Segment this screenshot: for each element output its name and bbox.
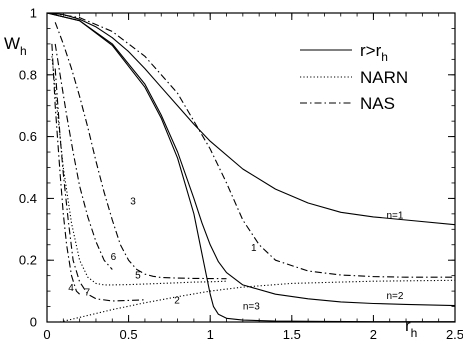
series-group (46, 12, 456, 323)
x-tick-label: 0 (43, 327, 50, 342)
x-tick-label: 1.5 (283, 327, 301, 342)
y-tick-label: 1 (30, 6, 37, 21)
curve-series-2 (59, 279, 456, 323)
legend-entry-label: NARN (360, 68, 408, 87)
y-axis-title: Wh (4, 34, 27, 58)
legend-entry-subscript: h (381, 50, 388, 64)
curve-series-n2 (46, 12, 456, 307)
legend-entry-label: r>rh (360, 41, 388, 64)
x-tick-label: 1 (207, 327, 214, 342)
curve-label: 5 (135, 271, 141, 282)
curve-series-1 (50, 12, 455, 278)
curve-series-6 (54, 43, 113, 270)
y-tick-label: 0.8 (19, 67, 37, 82)
x-tick-label: 2.5 (446, 327, 463, 342)
curve-label: 7 (85, 288, 91, 299)
curve-label: 6 (111, 252, 117, 263)
y-tick-label: 0 (30, 315, 37, 330)
x-tick-label: 2 (370, 327, 377, 342)
y-tick-label: 0.4 (19, 191, 37, 206)
curve-label: n=2 (386, 291, 403, 302)
curve-series-4 (51, 43, 80, 295)
curve-labels: n=1 n=2 n=3 1 2 3 4 5 6 7 (68, 197, 404, 313)
curve-series-7 (54, 68, 145, 302)
axis-ticks: 0 0.5 1 1.5 2 2.5 0 0.2 0.4 0.6 0.8 1 (19, 6, 463, 343)
curve-label: n=3 (243, 302, 260, 313)
x-axis-title: rh (405, 316, 417, 340)
plot-area (46, 12, 456, 323)
y-axis-title-subscript: h (20, 44, 27, 58)
legend-entry-label: NAS (360, 94, 395, 113)
plot-frame (46, 12, 456, 323)
curve-series-5 (51, 56, 227, 286)
legend: r>rh NARN NAS (300, 41, 408, 113)
curve-series-n3 (46, 12, 455, 323)
x-tick-label: 0.5 (120, 327, 138, 342)
curve-label: n=1 (386, 210, 403, 221)
curve-series-3 (54, 22, 227, 280)
curve-label: 3 (130, 197, 136, 208)
curve-label: 1 (251, 243, 257, 254)
curve-label: 2 (174, 295, 180, 306)
curve-label: 4 (68, 283, 74, 294)
y-tick-label: 0.2 (19, 253, 37, 268)
y-tick-label: 0.6 (19, 129, 37, 144)
x-axis-title-subscript: h (411, 326, 418, 340)
curve-series-n1 (46, 12, 456, 226)
